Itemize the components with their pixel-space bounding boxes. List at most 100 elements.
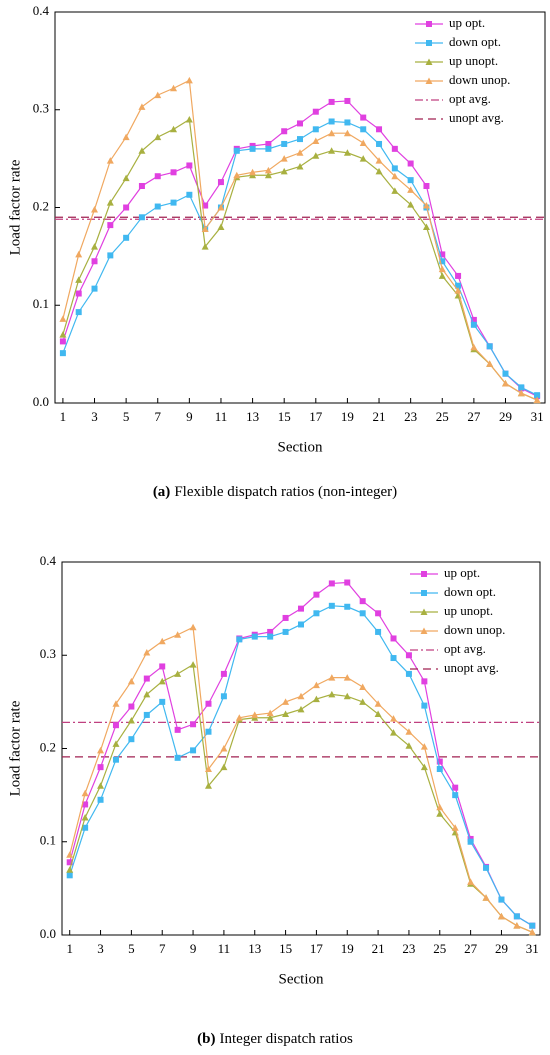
x-tick-label: 1 <box>60 409 67 424</box>
marker <box>391 172 399 180</box>
x-tick-label: 15 <box>278 409 291 424</box>
marker <box>190 721 197 728</box>
marker <box>422 202 430 209</box>
marker <box>159 663 166 670</box>
chart: 0.00.10.20.30.41 3 5 7 9 11 13 15 17 19 21 23 25 27 29… <box>7 3 546 500</box>
marker <box>451 824 459 831</box>
marker <box>236 636 243 643</box>
marker <box>482 894 490 901</box>
caption-label: (b) <box>197 1031 215 1047</box>
marker <box>405 728 413 735</box>
marker <box>189 623 197 631</box>
x-tick-label: 17 <box>310 941 324 956</box>
marker <box>390 715 398 722</box>
marker <box>143 711 150 718</box>
marker <box>158 677 166 685</box>
marker <box>422 223 430 231</box>
marker <box>59 350 66 357</box>
marker <box>265 145 272 152</box>
marker <box>439 258 446 265</box>
x-tick-label: 25 <box>436 409 449 424</box>
marker <box>75 276 83 283</box>
x-tick-label: 7 <box>159 941 166 956</box>
marker <box>107 222 114 229</box>
marker <box>436 810 444 817</box>
marker <box>298 605 304 612</box>
marker <box>436 803 444 811</box>
marker <box>375 157 383 164</box>
marker <box>266 714 274 721</box>
marker <box>313 591 320 598</box>
marker <box>185 116 193 123</box>
marker <box>359 610 366 617</box>
x-tick-label: 23 <box>402 941 415 956</box>
marker <box>470 343 478 351</box>
marker <box>75 309 82 316</box>
marker <box>328 580 335 587</box>
series-line <box>69 663 533 933</box>
marker <box>407 160 414 167</box>
marker <box>143 675 150 682</box>
marker <box>312 152 320 159</box>
x-tick-label: 5 <box>128 941 135 956</box>
marker <box>405 742 413 749</box>
caption-text: Integer dispatch ratios <box>220 1031 353 1047</box>
y-tick-label: 0.0 <box>33 394 49 409</box>
x-tick-label: 13 <box>246 409 259 424</box>
marker <box>154 173 161 180</box>
marker <box>426 40 432 46</box>
marker <box>202 202 209 209</box>
marker <box>312 126 319 133</box>
marker <box>343 149 351 156</box>
marker <box>452 792 459 799</box>
marker <box>425 77 433 84</box>
marker <box>201 225 209 233</box>
marker <box>534 392 541 399</box>
marker <box>421 678 428 685</box>
marker <box>122 133 130 141</box>
marker <box>127 677 135 685</box>
x-tick-label: 9 <box>186 409 193 424</box>
x-tick-label: 29 <box>495 941 508 956</box>
legend-label: down opt. <box>449 34 501 49</box>
marker <box>217 179 224 186</box>
marker <box>328 602 335 609</box>
marker <box>297 692 305 700</box>
x-tick-label: 9 <box>190 941 197 956</box>
series-line <box>62 79 538 401</box>
marker <box>391 165 398 172</box>
y-tick-label: 0.2 <box>40 739 56 754</box>
marker <box>186 162 193 169</box>
marker <box>127 717 135 724</box>
y-tick-label: 0.4 <box>40 553 57 568</box>
y-tick-label: 0.1 <box>40 833 56 848</box>
marker <box>455 272 462 279</box>
marker <box>220 670 227 677</box>
marker <box>497 912 505 920</box>
marker <box>312 137 320 145</box>
marker <box>266 709 274 717</box>
x-tick-label: 11 <box>215 409 228 424</box>
x-tick-label: 5 <box>123 409 130 424</box>
series-line <box>62 100 538 397</box>
marker <box>138 103 146 110</box>
marker <box>97 764 104 771</box>
marker <box>251 633 258 640</box>
marker <box>66 866 74 873</box>
marker <box>143 690 151 698</box>
marker <box>391 187 399 194</box>
marker <box>282 710 290 717</box>
x-tick-label: 3 <box>91 409 98 424</box>
marker <box>313 610 320 617</box>
marker <box>158 637 166 645</box>
legend-label: unopt avg. <box>449 110 504 125</box>
legend-label: up unopt. <box>444 603 493 618</box>
marker <box>390 635 397 642</box>
marker <box>486 360 494 367</box>
marker <box>533 396 541 404</box>
x-tick-label: 21 <box>373 409 386 424</box>
marker <box>420 608 428 615</box>
marker <box>159 698 166 705</box>
x-axis-title: Section <box>278 439 323 455</box>
marker <box>264 166 272 174</box>
